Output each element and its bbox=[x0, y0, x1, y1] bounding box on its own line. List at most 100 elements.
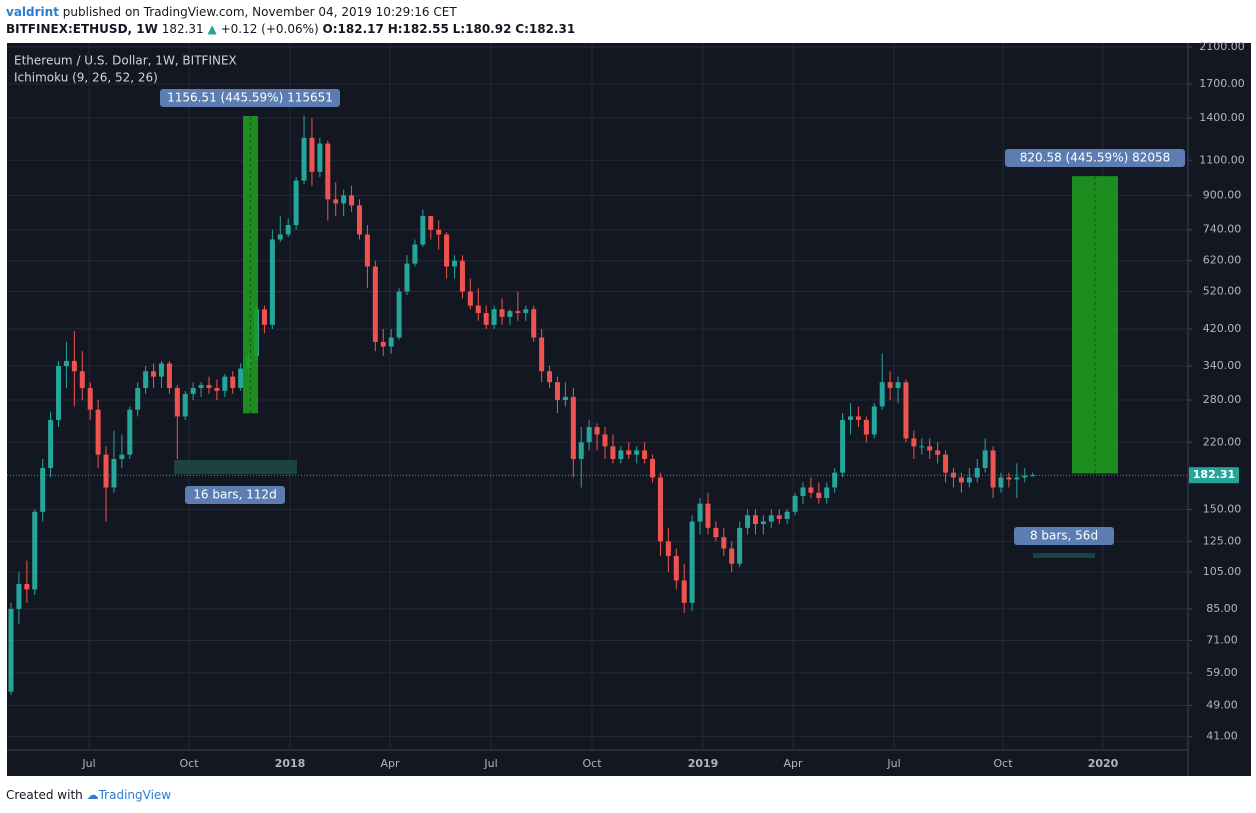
footer: Created with ☁TradingView bbox=[6, 788, 172, 802]
candle-body bbox=[349, 195, 355, 206]
candle-body bbox=[309, 137, 315, 172]
candle-body bbox=[943, 454, 949, 473]
candle-body bbox=[729, 548, 735, 564]
candle-body bbox=[665, 541, 671, 556]
y-tick-label: 1100.00 bbox=[1199, 153, 1245, 166]
candle-body bbox=[364, 234, 370, 267]
candle-body bbox=[705, 503, 711, 528]
candle-body bbox=[816, 492, 822, 499]
y-tick-label: 340.00 bbox=[1203, 359, 1242, 372]
candle-body bbox=[214, 387, 220, 391]
date-label: 8 bars, 56d bbox=[1030, 529, 1098, 543]
date-label-box bbox=[1014, 527, 1114, 545]
candle-body bbox=[776, 515, 782, 520]
candle-body bbox=[40, 467, 46, 512]
candle-body bbox=[832, 472, 838, 488]
candle-body bbox=[974, 467, 980, 478]
ohlc: C:182.31 bbox=[515, 22, 576, 36]
candle-body bbox=[491, 309, 497, 325]
candle-body bbox=[174, 387, 180, 417]
candle-body bbox=[285, 225, 291, 235]
candle-body bbox=[562, 396, 568, 401]
candle-body bbox=[420, 216, 426, 245]
candle-body bbox=[808, 487, 814, 493]
candle-body bbox=[333, 199, 339, 204]
y-tick-label: 280.00 bbox=[1203, 393, 1242, 406]
symbol: BITFINEX:ETHUSD, 1W bbox=[6, 22, 158, 36]
candle-body bbox=[642, 450, 648, 459]
legend: Ethereum / U.S. Dollar, 1W, BITFINEX bbox=[14, 54, 237, 68]
candle-body bbox=[618, 450, 624, 459]
candle-body bbox=[768, 515, 774, 522]
candle-body bbox=[396, 291, 402, 338]
candle-body bbox=[800, 487, 806, 496]
candle-body bbox=[198, 385, 204, 388]
candle-body bbox=[380, 341, 386, 347]
date-label-box bbox=[185, 486, 285, 504]
y-tick-label: 2100.00 bbox=[1199, 40, 1245, 53]
candle-body bbox=[8, 608, 14, 692]
candle-body bbox=[919, 446, 925, 448]
candle-body bbox=[56, 366, 62, 420]
candle-body bbox=[143, 371, 149, 388]
candle-body bbox=[293, 180, 299, 226]
candle-body bbox=[634, 450, 640, 455]
candle-body bbox=[990, 450, 996, 488]
candle-body bbox=[982, 450, 988, 468]
candle-body bbox=[111, 458, 117, 488]
range-label-box bbox=[1005, 149, 1185, 167]
date-range bbox=[1033, 553, 1095, 558]
range-label-box bbox=[160, 89, 340, 107]
x-tick-label: 2018 bbox=[275, 757, 306, 770]
y-tick-label: 150.00 bbox=[1203, 502, 1242, 515]
last-price-label: 182.31 bbox=[1193, 468, 1235, 481]
candle-body bbox=[570, 396, 576, 459]
candle-body bbox=[650, 458, 656, 478]
author[interactable]: valdrint bbox=[6, 5, 59, 19]
candle-body bbox=[16, 583, 22, 609]
x-tick-label: Oct bbox=[179, 757, 199, 770]
candle-body bbox=[222, 376, 228, 391]
candle-body bbox=[966, 477, 972, 483]
y-tick-label: 71.00 bbox=[1206, 633, 1238, 646]
candle-body bbox=[269, 239, 275, 325]
header-line: valdrint published on TradingView.com, N… bbox=[6, 5, 457, 19]
candle-body bbox=[277, 234, 283, 240]
brand[interactable]: TradingView bbox=[98, 788, 172, 802]
candle-body bbox=[737, 527, 743, 564]
candle-body bbox=[372, 266, 378, 342]
candle-body bbox=[190, 387, 196, 394]
y-tick-label: 420.00 bbox=[1203, 322, 1242, 335]
change-arrow: ▲ bbox=[207, 22, 217, 36]
x-tick-label: 2020 bbox=[1088, 757, 1119, 770]
candle-body bbox=[824, 487, 830, 499]
candle-body bbox=[848, 416, 854, 420]
candle-body bbox=[903, 382, 909, 439]
date-label: 16 bars, 112d bbox=[193, 488, 276, 502]
candle-body bbox=[151, 371, 157, 377]
candle-body bbox=[523, 309, 529, 314]
ohlc: O:182.17 bbox=[322, 22, 384, 36]
candle-body bbox=[657, 477, 663, 542]
change: +0.12 (+0.06%) bbox=[220, 22, 319, 36]
candle-body bbox=[254, 309, 260, 356]
candle-body bbox=[388, 337, 394, 347]
candle-body bbox=[745, 515, 751, 528]
candle-body bbox=[689, 521, 695, 603]
candle-body bbox=[467, 291, 473, 306]
candle-body bbox=[182, 393, 188, 417]
candle-body bbox=[713, 527, 719, 538]
legend: Ichimoku (9, 26, 52, 26) bbox=[14, 71, 158, 85]
y-tick-label: 520.00 bbox=[1203, 285, 1242, 298]
candle-body bbox=[911, 438, 917, 447]
x-tick-label: Oct bbox=[582, 757, 602, 770]
y-tick-label: 740.00 bbox=[1203, 223, 1242, 236]
candle-body bbox=[531, 309, 537, 338]
quote-line: BITFINEX:ETHUSD, 1W 182.31 ▲ +0.12 (+0.0… bbox=[6, 22, 575, 36]
candle-body bbox=[958, 477, 964, 483]
candle-body bbox=[697, 503, 703, 522]
candle-body bbox=[317, 143, 323, 172]
y-tick-label: 85.00 bbox=[1206, 602, 1238, 615]
candle-body bbox=[404, 263, 410, 292]
